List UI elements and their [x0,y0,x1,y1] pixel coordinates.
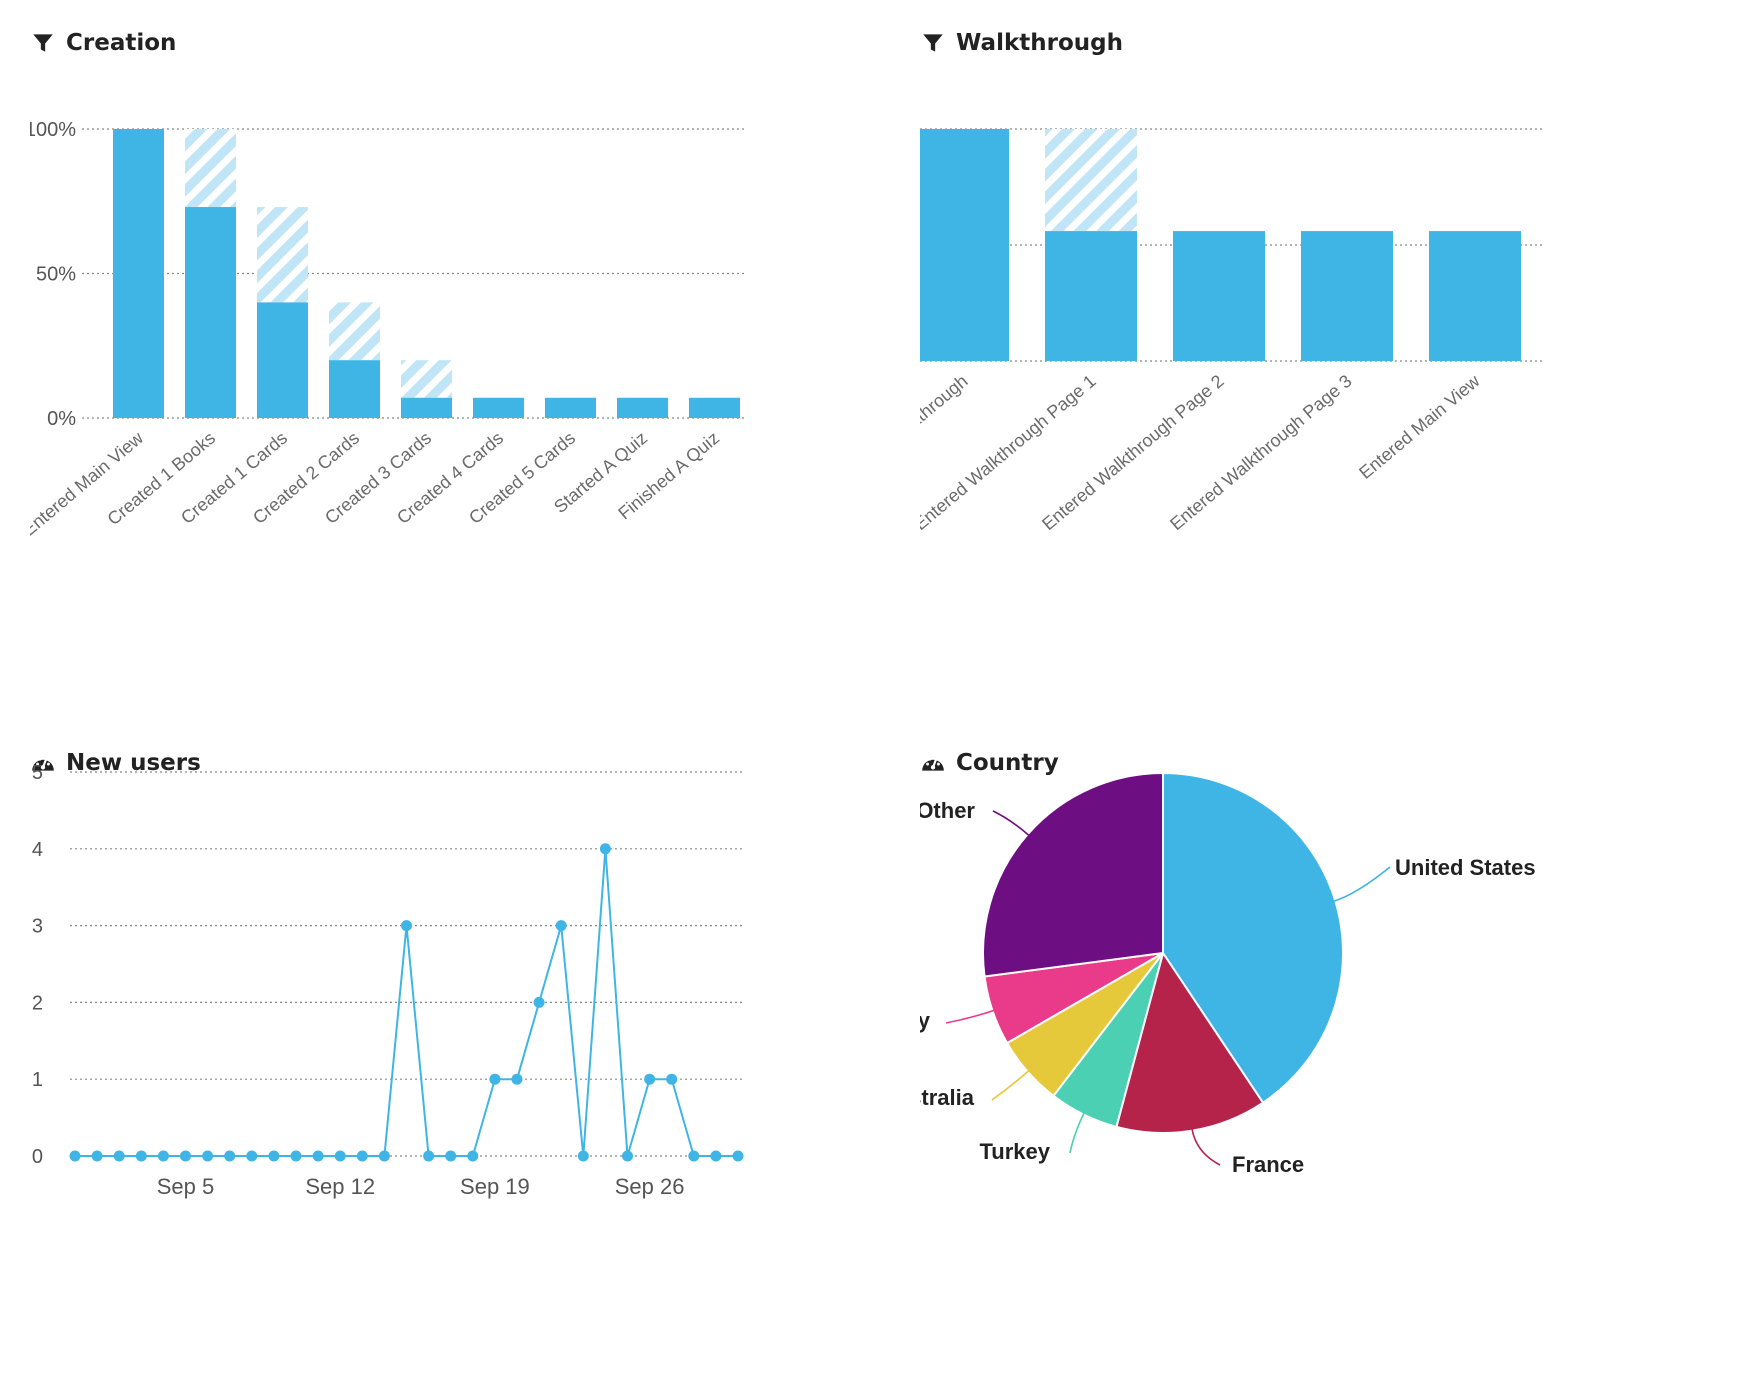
data-point[interactable] [378,1150,390,1162]
data-point[interactable] [688,1150,700,1162]
y-tick-label: 5 [32,765,43,784]
data-point[interactable] [489,1073,501,1085]
data-point[interactable] [157,1150,169,1162]
walkthrough-panel: Walkthrough 100%50%0%Entered Walkthrough… [920,25,1748,645]
new-users-chart: 5 4 3 2 1 0 Sep 5 Sep 12 Sep 19 Sep 26 [32,765,745,1199]
dropoff-bar[interactable] [257,207,308,303]
pie-leader-line [1191,1128,1221,1166]
bar[interactable] [1429,231,1521,361]
x-tick-label: Sep 26 [615,1174,685,1199]
data-point[interactable] [312,1150,324,1162]
y-tick-label: 100% [30,119,76,141]
bar[interactable] [1173,231,1265,361]
data-point[interactable] [91,1150,103,1162]
bar[interactable] [113,129,164,418]
data-point[interactable] [246,1150,258,1162]
pie-label: United States [1395,855,1536,880]
dropoff-bar[interactable] [1045,129,1137,232]
data-point[interactable] [533,996,545,1008]
bar[interactable] [920,129,1009,361]
filter-icon [923,34,943,52]
data-point[interactable] [401,920,412,932]
walkthrough-title: Walkthrough [956,30,1123,56]
data-point[interactable] [334,1150,346,1162]
y-tick-label: 4 [32,839,43,861]
data-point[interactable] [423,1150,435,1162]
data-point[interactable] [666,1073,678,1085]
new-users-title: New users [66,750,201,776]
dropoff-bar[interactable] [329,302,380,361]
data-point[interactable] [599,843,611,855]
pie-leader-line [992,810,1030,837]
data-point[interactable] [268,1150,280,1162]
data-point[interactable] [511,1073,523,1085]
pie-label: Australia [920,1085,975,1110]
data-point[interactable] [555,920,567,932]
bar[interactable] [617,397,668,418]
y-tick-label: 3 [32,916,43,938]
bar[interactable] [689,397,740,418]
data-point[interactable] [644,1073,656,1085]
y-tick-label: 0 [32,1146,43,1168]
bar[interactable] [401,397,452,418]
data-point[interactable] [577,1150,589,1162]
country-title: Country [956,750,1059,776]
data-point[interactable] [290,1150,302,1162]
data-point[interactable] [113,1150,125,1162]
data-point[interactable] [622,1150,633,1162]
bar[interactable] [545,397,596,418]
creation-title: Creation [66,30,177,56]
y-tick-label: 50% [36,264,76,286]
pie-label: France [1232,1152,1304,1177]
pie-leader-line [1333,866,1391,903]
pie-leader-line [991,1069,1030,1101]
bar[interactable] [185,207,236,418]
data-point[interactable] [467,1150,479,1162]
country-panel: Country United States France Turkey Austral… [920,745,1748,1365]
y-tick-label: 0% [47,408,76,430]
filter-icon [33,34,53,52]
x-tick-label: Sep 12 [305,1174,375,1199]
speedometer-icon [32,757,54,771]
pie-leader-line [1069,1112,1085,1154]
y-tick-label: 1 [32,1069,43,1091]
category-label: Entered Main View [30,427,148,540]
bar[interactable] [1301,231,1393,361]
country-header[interactable]: Country [920,745,1059,781]
pie-label: Turkey [979,1139,1050,1164]
bar[interactable] [473,397,524,418]
data-point[interactable] [445,1150,457,1162]
country-chart: United States France Turkey Australia Italy O… [920,771,1536,1177]
x-tick-label: Sep 19 [460,1174,530,1199]
pie-slice[interactable] [982,771,1164,978]
data-point[interactable] [356,1150,368,1162]
pie-label: Italy [920,1008,931,1033]
data-point[interactable] [710,1150,722,1162]
data-point[interactable] [202,1150,214,1162]
category-label: Entered Main View [1355,370,1484,483]
creation-header[interactable]: Creation [30,25,176,61]
pie-label: Other [920,798,975,823]
bar[interactable] [257,302,308,418]
dropoff-bar[interactable] [185,129,236,208]
data-point[interactable] [69,1150,81,1162]
speedometer-icon [922,757,944,771]
data-point[interactable] [180,1150,191,1162]
pie-leader-line [945,1009,995,1024]
dropoff-bar[interactable] [401,360,452,398]
x-tick-label: Sep 5 [157,1174,215,1199]
data-point[interactable] [135,1150,147,1162]
new-users-panel: New users 5 4 3 2 1 0 Sep 5 Sep 12 Sep 19 Sep 26 [30,745,860,1365]
y-tick-label: 2 [32,992,43,1014]
walkthrough-header[interactable]: Walkthrough [920,25,1123,61]
bar[interactable] [1045,231,1137,361]
bar[interactable] [329,360,380,418]
data-point[interactable] [732,1150,744,1162]
creation-panel: Creation 100% 50% 0% Entered Main View Creat… [30,25,860,645]
data-point[interactable] [224,1150,236,1162]
new-users-header[interactable]: New users [30,745,201,781]
